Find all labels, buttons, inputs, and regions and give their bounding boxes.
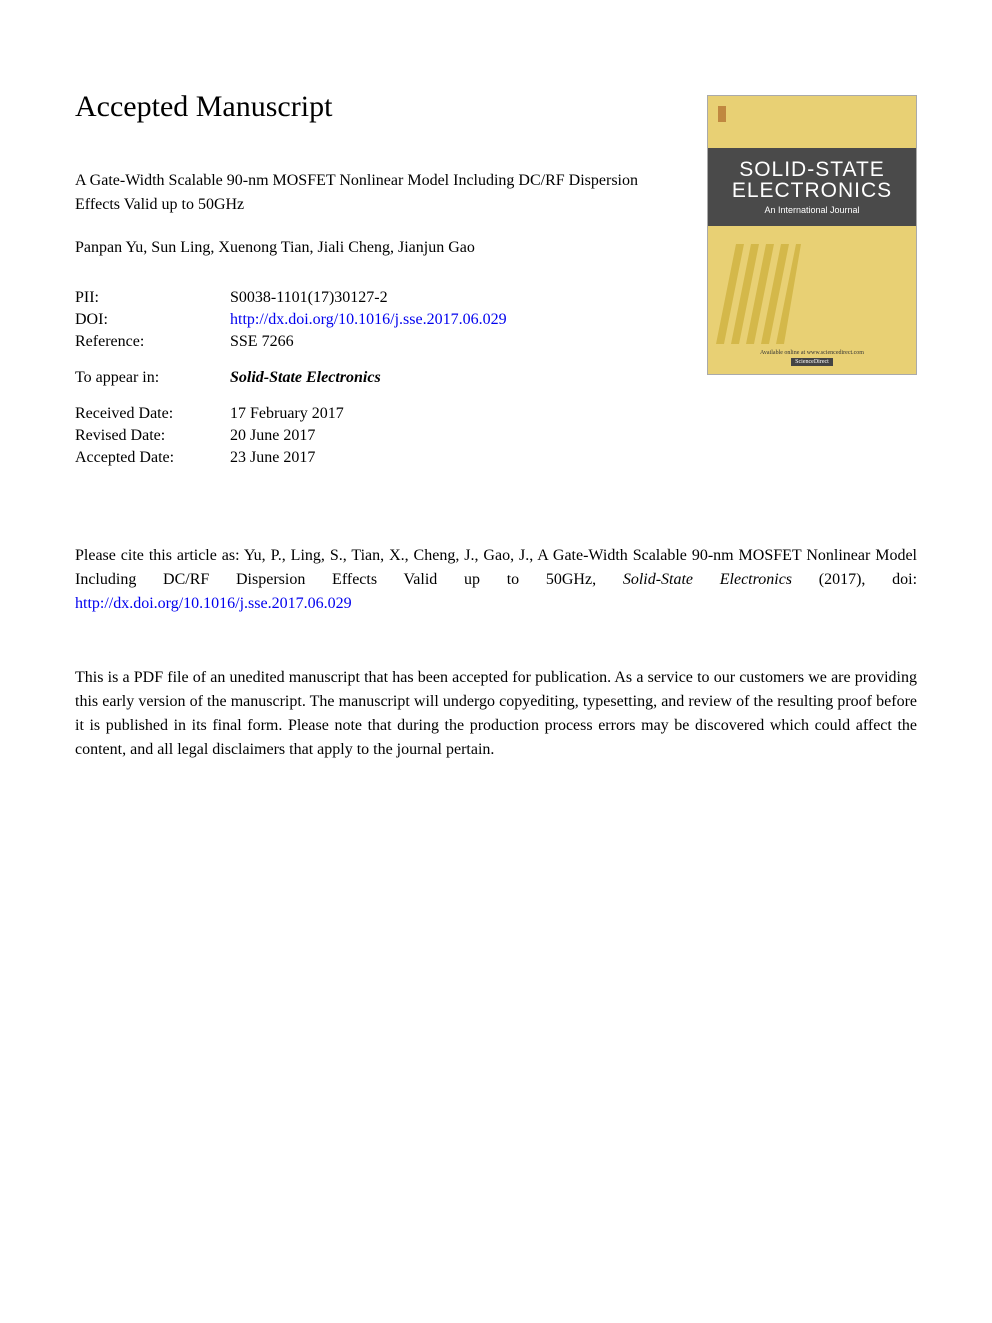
cover-title-line1: SOLID-STATE [739,159,885,180]
cover-title-band: SOLID-STATE ELECTRONICS An International… [708,148,916,226]
left-content: Accepted Manuscript A Gate-Width Scalabl… [75,90,655,489]
metadata-row-accepted: Accepted Date: 23 June 2017 [75,447,507,469]
metadata-row-appear: To appear in: Solid-State Electronics [75,367,507,389]
cover-footer-badge: ScienceDirect [791,358,833,366]
accepted-value: 23 June 2017 [230,447,507,469]
revised-label: Revised Date: [75,425,230,447]
page-heading: Accepted Manuscript [75,90,655,124]
cover-stripes-icon [716,244,801,344]
article-title: A Gate-Width Scalable 90-nm MOSFET Nonli… [75,169,655,217]
journal-cover: SOLID-STATE ELECTRONICS An International… [707,95,917,375]
doi-link[interactable]: http://dx.doi.org/10.1016/j.sse.2017.06.… [230,311,507,328]
cover-footer: Available online at www.sciencedirect.co… [708,350,916,366]
article-authors: Panpan Yu, Sun Ling, Xuenong Tian, Jiali… [75,239,655,257]
cover-subtitle: An International Journal [764,205,859,215]
reference-value: SSE 7266 [230,331,507,353]
accepted-label: Accepted Date: [75,447,230,469]
cover-footer-text: Available online at www.sciencedirect.co… [708,350,916,356]
metadata-table: PII: S0038-1101(17)30127-2 DOI: http://d… [75,287,507,469]
disclaimer-text: This is a PDF file of an unedited manusc… [75,666,917,762]
header-row: Accepted Manuscript A Gate-Width Scalabl… [75,90,917,489]
reference-label: Reference: [75,331,230,353]
metadata-row-revised: Revised Date: 20 June 2017 [75,425,507,447]
citation-journal: Solid-State Electronics [623,571,792,588]
received-label: Received Date: [75,403,230,425]
metadata-row-doi: DOI: http://dx.doi.org/10.1016/j.sse.201… [75,309,507,331]
received-value: 17 February 2017 [230,403,507,425]
doi-label: DOI: [75,309,230,331]
appear-label: To appear in: [75,367,230,389]
pii-value: S0038-1101(17)30127-2 [230,287,507,309]
metadata-row-received: Received Date: 17 February 2017 [75,403,507,425]
metadata-row-pii: PII: S0038-1101(17)30127-2 [75,287,507,309]
citation-block: Please cite this article as: Yu, P., Lin… [75,544,917,616]
appear-value: Solid-State Electronics [230,367,507,389]
revised-value: 20 June 2017 [230,425,507,447]
citation-doi-link[interactable]: http://dx.doi.org/10.1016/j.sse.2017.06.… [75,595,352,612]
citation-year: (2017), doi: [792,571,917,588]
elsevier-logo-icon [716,104,736,124]
pii-label: PII: [75,287,230,309]
cover-title-line2: ELECTRONICS [732,180,892,201]
metadata-row-reference: Reference: SSE 7266 [75,331,507,353]
